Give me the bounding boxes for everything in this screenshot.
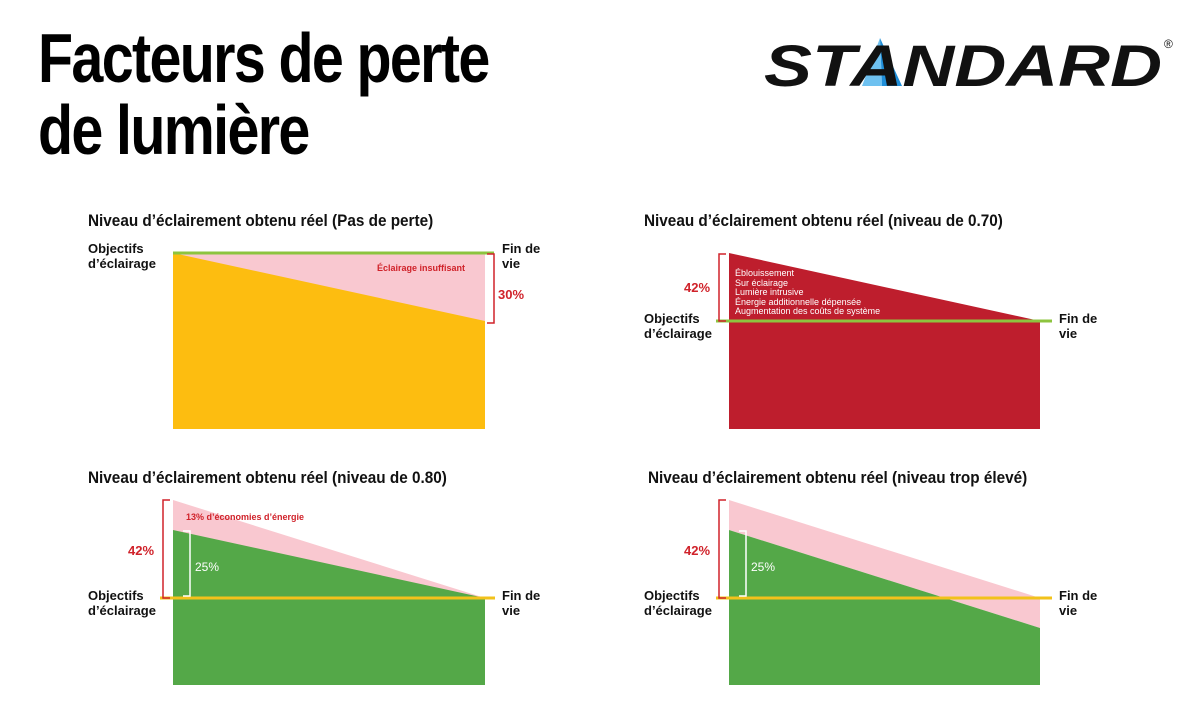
panel-2-percent: 42% <box>684 280 711 295</box>
logo-registered-mark: ® <box>1164 37 1173 51</box>
panel-3-title: Niveau d’éclairement obtenu réel (niveau… <box>88 468 447 487</box>
panel-2-title: Niveau d’éclairement obtenu réel (niveau… <box>644 211 1003 230</box>
panel-3-right-label-text: Fin de vie <box>502 588 541 618</box>
panel-3-left-label-text: Objectifs d’éclairage <box>88 588 156 618</box>
page-title-line-2: de lumière <box>38 91 310 169</box>
panel-3-inner-percent: 25% <box>195 560 220 574</box>
panel-3-annotation: 13% d’économies d’énergie <box>186 512 305 522</box>
panel-3-percent: 42% <box>128 543 155 558</box>
panel-2-consequence-list: Éblouissement Sur éclairage Lumière intr… <box>735 268 881 317</box>
panel-4-inner-percent: 25% <box>751 560 776 574</box>
panel-4-left-label-text: Objectifs d’éclairage <box>644 588 712 618</box>
panel-4-shapes <box>716 499 1052 685</box>
logo-wordmark: STANDARD <box>764 34 1162 98</box>
panel-4-pink-band <box>729 500 1040 628</box>
panel-3-green-area <box>173 598 485 685</box>
panel-2-right-label: Fin de vie <box>1059 311 1097 341</box>
panel-1-right-label-text: Fin de vie <box>502 241 541 271</box>
panel-1-right-label: Fin de vie <box>502 241 540 271</box>
panel-2-excess-triangle <box>729 253 1040 321</box>
panel-2-shapes <box>716 253 1052 429</box>
panel-1-left-label: Objectifs d’éclairage <box>88 241 156 271</box>
panel-3-green-triangle <box>173 530 485 598</box>
panel-3-inner-bracket <box>183 530 191 597</box>
list-item: Augmentation des coûts de système <box>735 306 881 316</box>
panel-2-left-label-text: Objectifs d’éclairage <box>644 311 712 341</box>
panel-3-left-label: Objectifs d’éclairage <box>88 588 156 618</box>
panel-4-right-label: Fin de vie <box>1059 588 1097 618</box>
standard-logo: STANDARD ® <box>764 34 1173 98</box>
panel-1-title: Niveau d’éclairement obtenu réel (Pas de… <box>88 211 434 230</box>
list-item: Sur éclairage <box>735 277 789 288</box>
panel-1-left-label-text: Objectifs d’éclairage <box>88 241 156 271</box>
panel-2-right-label-text: Fin de vie <box>1059 311 1098 341</box>
panel-2-bracket <box>718 253 726 322</box>
panel-4-percent: 42% <box>684 543 711 558</box>
panel-4-left-label: Objectifs d’éclairage <box>644 588 712 618</box>
panel-4-green-area <box>729 530 1040 685</box>
list-item: Lumière intrusive <box>735 287 804 297</box>
panel-4-inner-bracket <box>739 530 747 597</box>
list-item: Éblouissement <box>735 268 795 278</box>
panel-1-bracket <box>487 253 495 324</box>
logo-triangle-light <box>862 38 882 86</box>
list-item: Énergie additionnelle dépensée <box>735 296 862 307</box>
panel-1-insufficient-zone <box>173 253 485 321</box>
panel-1-shapes <box>173 251 495 429</box>
panel-2-red-area <box>729 321 1040 429</box>
panel-3-shapes <box>160 499 495 685</box>
page-title: Facteurs de perte de lumière <box>38 19 490 169</box>
page-title-line-1: Facteurs de perte <box>38 19 490 97</box>
panel-1-percent: 30% <box>498 287 525 302</box>
panel-2-left-label: Objectifs d’éclairage <box>644 311 712 341</box>
panel-4-right-label-text: Fin de vie <box>1059 588 1098 618</box>
panel-3-outer-bracket <box>162 499 170 599</box>
panel-3-right-label: Fin de vie <box>502 588 540 618</box>
panel-1-annotation: Éclairage insuffisant <box>377 263 466 273</box>
panel-4-outer-bracket <box>718 499 726 599</box>
panel-4-title: Niveau d’éclairement obtenu réel (niveau… <box>648 468 1028 487</box>
logo-triangle-dark <box>880 38 902 86</box>
